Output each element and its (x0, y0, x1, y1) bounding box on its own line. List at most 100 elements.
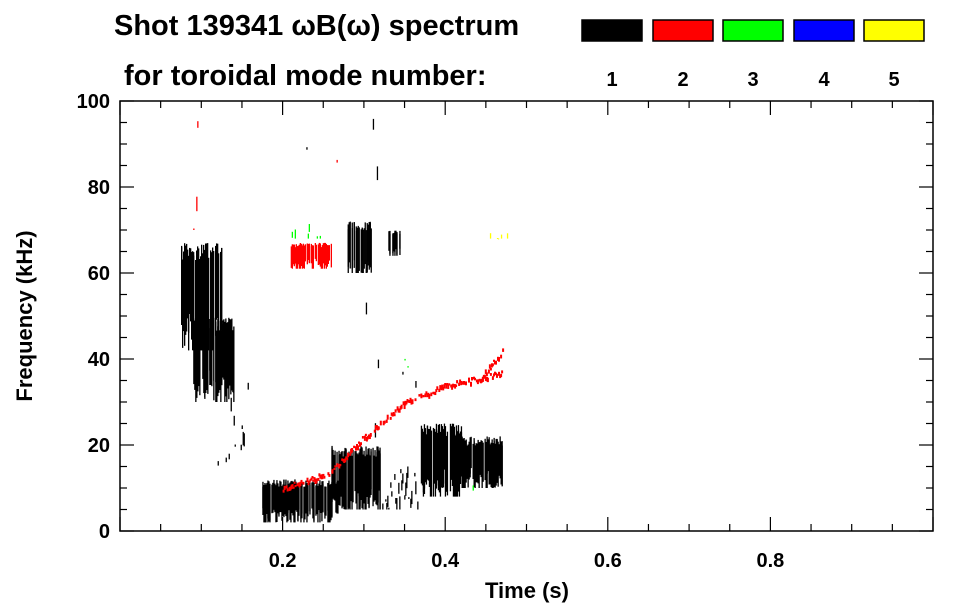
spectrum-streak (298, 244, 300, 266)
spectrum-streak (358, 452, 360, 497)
spectrum-streak (443, 423, 446, 470)
spectrum-streak (321, 486, 323, 522)
spectrum-region-mode-1 (193, 316, 235, 402)
track-point (334, 465, 337, 468)
spectrum-streak (402, 473, 404, 484)
spectrum-streak (367, 451, 369, 504)
spectrum-streak (393, 233, 395, 252)
track-point (430, 392, 433, 397)
spectrum-streak (358, 227, 360, 271)
track-point (323, 475, 326, 479)
track-point (434, 391, 437, 396)
spectrum-streak (182, 259, 184, 348)
spectrum-streak (281, 486, 283, 521)
spectrum-streak (292, 481, 294, 516)
track-point (406, 399, 409, 403)
spectrum-streak (363, 450, 365, 504)
spectrum-streak (382, 503, 384, 510)
spectrum-streak (222, 320, 224, 377)
spectrum-streak (355, 226, 357, 273)
spectrum-streak (404, 495, 406, 500)
spectrum-streak (450, 426, 453, 480)
track-point (465, 381, 467, 386)
spectrum-streak (435, 429, 438, 489)
spectrum-streak (196, 196, 198, 212)
y-tick-label: 0 (99, 521, 110, 543)
track-point (491, 363, 494, 367)
spectrum-streak (362, 229, 364, 273)
track-point (373, 429, 376, 433)
track-point (361, 436, 364, 439)
spectrum-streak (444, 426, 447, 484)
spectrum-streak (440, 424, 443, 488)
spectrum-streak (191, 251, 193, 340)
track-point (478, 378, 481, 381)
spectrum-streak (290, 246, 292, 268)
track-point (394, 409, 397, 413)
spectrum-streak (306, 147, 308, 150)
track-point (402, 401, 405, 406)
spectrum-streak (434, 432, 437, 497)
track-point (445, 383, 448, 389)
chart-subtitle: for toroidal mode number: (124, 60, 487, 92)
spectrum-streak (355, 451, 357, 504)
spectrum-region-mode-2 (290, 242, 332, 269)
spectrum-streak (398, 482, 400, 494)
track-point (363, 435, 366, 438)
track-point (379, 420, 382, 426)
track-point (282, 489, 285, 493)
track-point (290, 484, 293, 489)
spectrum-streak (357, 454, 359, 494)
spectrum-streak (374, 450, 376, 501)
spectrum-streak (221, 248, 223, 330)
spectrum-streak (230, 319, 232, 395)
spectrum-streak (392, 233, 394, 256)
spectrum-streak (189, 247, 191, 314)
spectrum-streak (204, 318, 206, 398)
track-point (398, 408, 401, 413)
spectrum-region-mode-1 (306, 147, 417, 388)
spectrum-streak (369, 236, 372, 249)
spectrum-streak (364, 456, 366, 510)
spectrum-streak (424, 428, 427, 483)
spectrum-streak (401, 480, 403, 491)
spectrum-streak (211, 252, 213, 351)
spectrum-streak (427, 428, 430, 481)
spectrum-streak (379, 453, 381, 510)
spectrum-streak (353, 222, 355, 268)
spectrum-streak (337, 480, 339, 514)
spectrum-streak (445, 436, 448, 492)
track-point (307, 480, 310, 486)
spectrum-streak (495, 438, 497, 486)
spectrum-streak (388, 231, 390, 251)
track-point (470, 381, 472, 387)
spectrum-streak (498, 444, 500, 476)
track-point (346, 457, 349, 461)
track-point (300, 479, 303, 484)
spectrum-region-mode-3 (291, 224, 321, 239)
spectrum-streak (196, 250, 198, 346)
track-point (468, 377, 470, 383)
spectrum-streak (283, 479, 285, 515)
track-point (463, 381, 465, 385)
spectrum-streak (226, 322, 228, 385)
spectrum-streak (408, 497, 410, 499)
spectrum-streak (265, 484, 267, 523)
track-point (488, 364, 491, 369)
spectrum-streak (317, 244, 319, 265)
legend-swatch-mode-4 (793, 19, 855, 42)
track-point (347, 452, 350, 458)
spectrum-streak (297, 245, 299, 265)
spectrum-streak (316, 480, 318, 515)
spectrum-streak (184, 243, 186, 346)
spectrum-streak (291, 245, 293, 269)
spectrum-streak (487, 439, 489, 472)
spectrum-streak (276, 480, 278, 522)
spectrum-streak (493, 437, 495, 486)
spectrum-streak (203, 330, 205, 394)
spectrum-streak (312, 483, 314, 510)
spectrum-streak (320, 247, 322, 269)
spectrum-streak (348, 451, 350, 509)
spectrum-streak (394, 232, 396, 256)
spectrum-streak (304, 245, 306, 262)
